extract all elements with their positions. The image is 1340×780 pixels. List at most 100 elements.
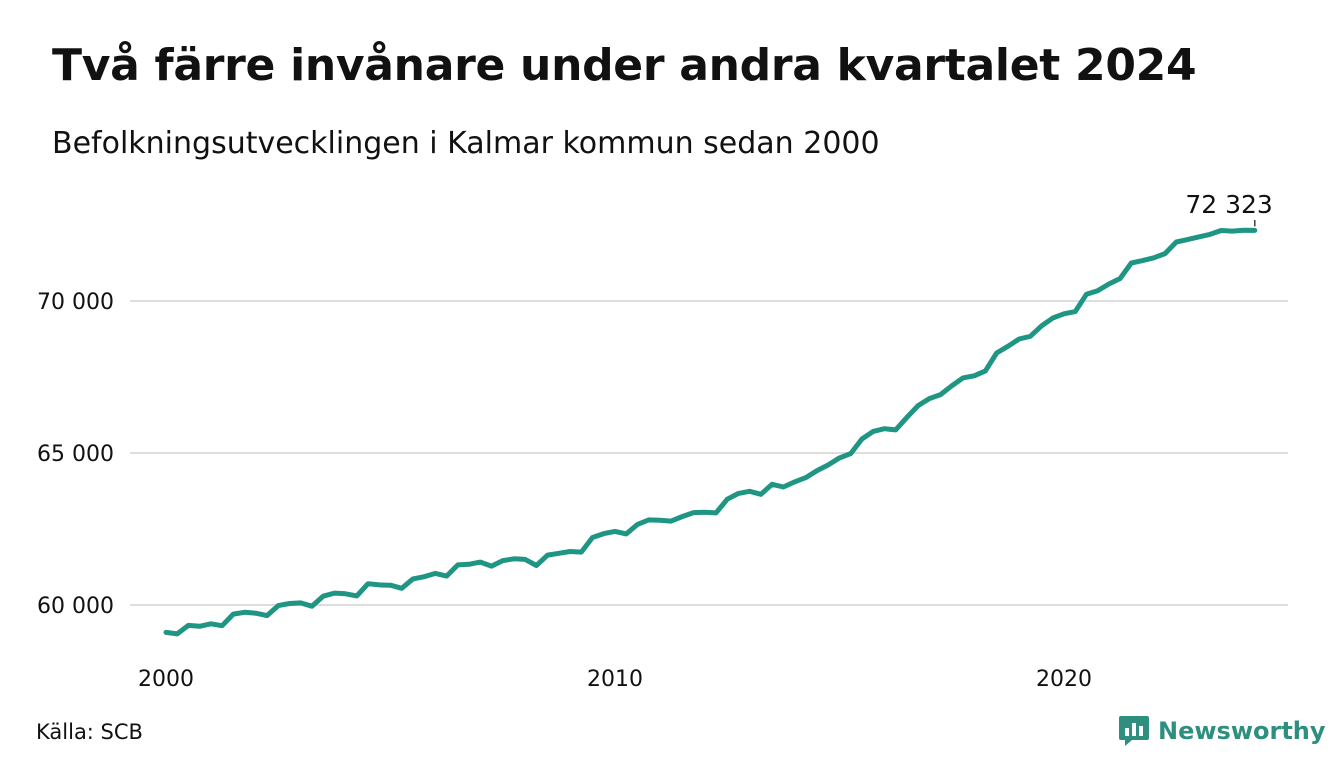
data-point [815,468,820,473]
data-point [512,556,517,561]
data-point [1196,234,1201,239]
data-point [388,583,393,588]
data-point [938,392,943,397]
y-tick-label: 65 000 [37,442,114,467]
data-point [983,368,988,373]
data-point [186,623,191,628]
data-point [1106,282,1111,287]
data-point [242,610,247,615]
data-point [770,482,775,487]
data-point [702,510,707,515]
data-point [253,611,258,616]
data-point [1207,232,1212,237]
grid-lines [130,300,1288,606]
x-tick-label: 2020 [1036,667,1092,692]
data-point [298,600,303,605]
data-point [343,591,348,596]
data-point [837,455,842,460]
data-point [1062,311,1067,316]
data-point [455,562,460,567]
data-point [691,510,696,515]
data-point [916,403,921,408]
data-point [904,415,909,420]
data-point [534,563,539,568]
data-point [826,462,831,467]
data-point [467,562,472,567]
data-point [725,497,730,502]
data-point [1095,288,1100,293]
data-point [1163,251,1168,256]
data-point [669,519,674,524]
data-point [893,427,898,432]
data-point [287,601,292,606]
brand-logo[interactable]: Newsworthy [1118,714,1326,748]
y-axis-ticks: 60 000 65 000 70 000 [37,290,114,619]
data-point [568,549,573,554]
data-point [1039,323,1044,328]
data-point [792,479,797,484]
data-point [377,582,382,587]
data-point [208,621,213,626]
data-point [410,576,415,581]
data-point [444,574,449,579]
data-point [758,492,763,497]
data-point [164,630,169,635]
x-tick-label: 2010 [587,667,643,692]
data-point [175,631,180,636]
newsworthy-logo-icon [1119,716,1149,746]
data-point [747,489,752,494]
data-point [545,553,550,558]
data-point [1140,258,1145,263]
data-point [601,531,606,536]
data-point [332,591,337,596]
data-point [803,475,808,480]
data-point [354,593,359,598]
data-point [635,522,640,527]
data-point [276,603,281,608]
data-point [1185,237,1190,242]
data-point [1174,240,1179,245]
data-point [1252,228,1257,233]
data-point [1005,344,1010,349]
x-axis-ticks: 2000 2010 2020 [138,667,1092,692]
data-point [657,518,662,523]
data-point [1050,316,1055,321]
data-point [197,624,202,629]
data-point [231,612,236,617]
data-point [613,529,618,534]
data-point [1151,255,1156,260]
data-point [736,491,741,496]
data-point [949,383,954,388]
data-point [714,510,719,515]
data-point [882,426,887,431]
chart-title: Två färre invånare under andra kvartalet… [52,40,1197,91]
data-point [1017,337,1022,342]
data-point [1028,334,1033,339]
data-point [500,558,505,563]
data-point [309,604,314,609]
data-point [399,586,404,591]
data-point [433,571,438,576]
data-point [646,517,651,522]
end-annotation: 72 323 [1185,190,1273,227]
y-tick-label: 70 000 [37,290,114,315]
chart-subtitle: Befolkningsutvecklingen i Kalmar kommun … [52,126,880,161]
data-point [422,574,427,579]
data-point [1118,276,1123,281]
data-point [590,535,595,540]
data-point [848,451,853,456]
data-point [994,351,999,356]
brand-name: Newsworthy [1158,717,1326,745]
data-point [680,514,685,519]
data-point [927,396,932,401]
data-point [321,594,326,599]
data-point [556,551,561,556]
x-tick-label: 2000 [138,667,194,692]
data-point [579,550,584,555]
data-point [489,564,494,569]
series-layer [163,227,1258,637]
data-point [781,485,786,490]
data-point [961,375,966,380]
data-point [972,373,977,378]
